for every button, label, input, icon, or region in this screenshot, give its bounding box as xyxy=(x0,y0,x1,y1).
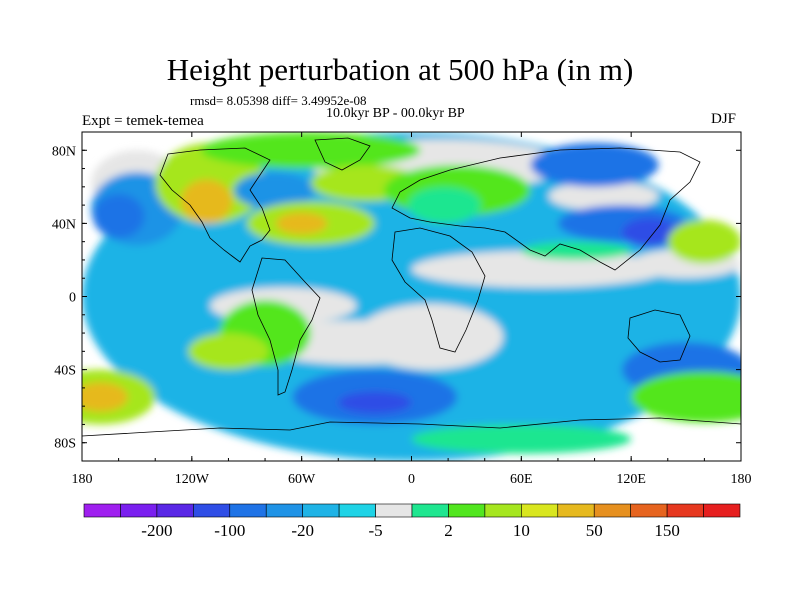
field-region xyxy=(92,194,145,239)
colorbar-swatch xyxy=(411,503,449,518)
lat-tick-label: 80N xyxy=(52,144,76,159)
colorbar-label: 50 xyxy=(586,521,603,540)
lat-tick-label: 40S xyxy=(54,364,76,379)
colorbar-swatch xyxy=(521,503,559,518)
colorbar-swatch xyxy=(229,503,267,518)
colorbar-label: -20 xyxy=(291,521,314,540)
lon-tick-label: 0 xyxy=(408,472,415,487)
colorbar-label: -100 xyxy=(214,521,245,540)
colorbar-label: 2 xyxy=(444,521,453,540)
field-region xyxy=(407,186,482,224)
colorbar-label: 10 xyxy=(513,521,530,540)
lon-tick-label: 180 xyxy=(72,472,93,487)
lon-tick-label: 180 xyxy=(731,472,752,487)
colorbar-swatch xyxy=(666,503,704,518)
field-region xyxy=(356,303,504,370)
season-label: DJF xyxy=(711,111,737,127)
latitude-axis: 80N 40N 0 40S 80S xyxy=(52,144,741,452)
lat-tick-label: 0 xyxy=(69,291,76,306)
colorbar-swatch xyxy=(156,503,194,518)
lon-tick-label: 60E xyxy=(510,472,533,487)
colorbar: -200 -100 -20 -5 2 10 50 150 xyxy=(83,503,741,540)
field-region xyxy=(188,333,269,370)
colorbar-swatch xyxy=(703,503,741,518)
europe-asia-coast xyxy=(391,147,701,271)
colorbar-swatch xyxy=(338,503,376,518)
colorbar-swatch xyxy=(375,503,413,518)
field-region xyxy=(180,179,233,224)
field-region xyxy=(411,250,668,288)
north-america-coast xyxy=(159,147,271,263)
longitude-axis: 180 120W 60W 0 60E 120E 180 xyxy=(72,132,752,487)
field-region xyxy=(200,132,421,169)
australia-coast xyxy=(627,309,691,363)
greenland-coast xyxy=(314,137,371,171)
lon-tick-label: 60W xyxy=(288,472,316,487)
colorbar-swatch xyxy=(557,503,595,518)
south-america-coast xyxy=(251,257,321,396)
field-region xyxy=(521,241,632,260)
field-region xyxy=(631,371,741,423)
lon-tick-label: 120W xyxy=(175,472,210,487)
field-region xyxy=(82,382,128,412)
field-region xyxy=(276,212,328,235)
colorbar-label: -5 xyxy=(368,521,382,540)
field-region xyxy=(530,142,659,187)
experiment-label: Expt = temek-temea xyxy=(82,113,204,129)
antarctica-coast xyxy=(82,417,741,437)
field-region xyxy=(667,219,741,264)
colorbar-swatch xyxy=(448,503,486,518)
field-region xyxy=(338,391,412,414)
colorbar-label: 150 xyxy=(654,521,680,540)
colorbar-swatch xyxy=(302,503,340,518)
period-label: 10.0kyr BP - 00.0kyr BP xyxy=(326,106,465,121)
lat-tick-label: 40N xyxy=(52,217,76,232)
coastlines xyxy=(82,137,741,437)
colorbar-swatch xyxy=(120,503,158,518)
page-title: Height perturbation at 500 hPa (in m) xyxy=(166,52,634,87)
field-region xyxy=(548,181,659,211)
field-region xyxy=(233,172,315,209)
colorbar-swatch xyxy=(265,503,303,518)
field-region xyxy=(411,424,632,454)
lon-tick-label: 120E xyxy=(616,472,646,487)
rmsd-diff-text: rmsd= 8.05398 diff= 3.49952e-08 xyxy=(190,93,367,108)
height-field xyxy=(82,132,741,461)
colorbar-label: -200 xyxy=(141,521,172,540)
colorbar-swatch xyxy=(593,503,631,518)
field-region xyxy=(622,217,677,248)
colorbar-swatch xyxy=(193,503,231,518)
colorbar-swatch xyxy=(484,503,522,518)
colorbar-swatch xyxy=(630,503,668,518)
colorbar-swatch xyxy=(83,503,121,518)
lat-tick-label: 80S xyxy=(54,437,76,452)
africa-coast xyxy=(391,227,486,353)
